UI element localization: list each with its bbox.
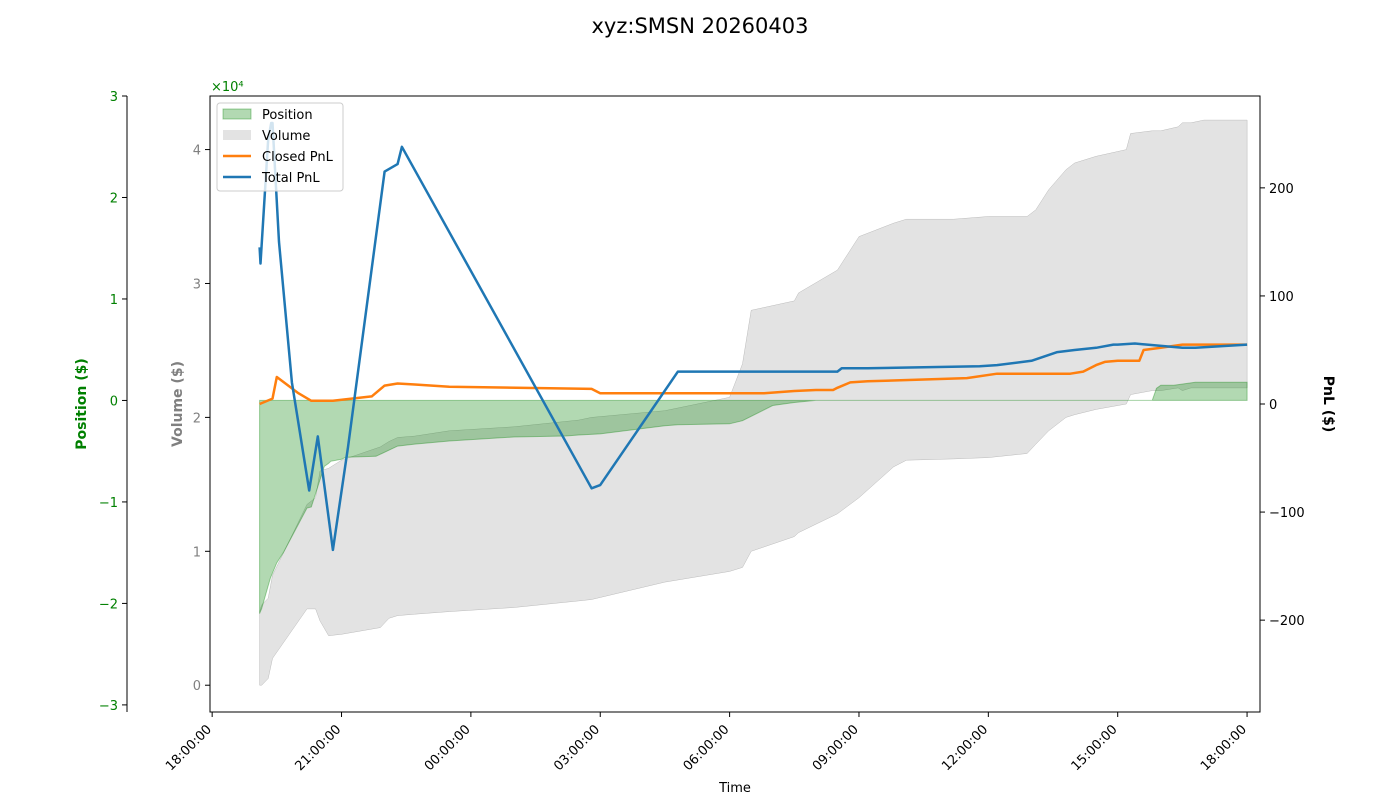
x-axis-label: Time xyxy=(718,781,751,796)
pnl-tick-label: −200 xyxy=(1269,614,1305,629)
legend-label-closed-pnl: Closed PnL xyxy=(262,150,334,165)
position-tick-label: −2 xyxy=(99,597,118,612)
x-tick-label: 12:00:00 xyxy=(939,722,991,774)
pnl-axis-label: PnL ($) xyxy=(1320,376,1336,433)
chart-title: xyz:SMSN 20260403 xyxy=(591,14,808,38)
position-tick-label: −3 xyxy=(99,699,118,714)
volume-tick-label: 3 xyxy=(193,277,201,292)
pnl-axis: −200 −100 0 100 200 xyxy=(1260,182,1305,629)
legend: Position Volume Closed PnL Total PnL xyxy=(217,103,343,191)
volume-axis-label: Volume ($) xyxy=(170,361,186,447)
volume-tick-label: 4 xyxy=(193,144,201,159)
legend-label-position: Position xyxy=(262,108,313,123)
volume-axis: 0 1 2 3 4 xyxy=(193,144,210,695)
position-axis: −3 −2 −1 0 1 2 3 xyxy=(99,90,127,714)
x-axis: 18:00:00 21:00:00 00:00:00 03:00:00 06:00:00… xyxy=(163,712,1250,774)
position-axis-label: Position ($) xyxy=(74,358,90,450)
legend-swatch-position xyxy=(223,109,251,119)
legend-swatch-volume xyxy=(223,130,251,140)
position-tick-label: −1 xyxy=(99,496,118,511)
legend-label-volume: Volume xyxy=(262,129,310,144)
position-tick-label: 3 xyxy=(110,90,118,105)
pnl-tick-label: 100 xyxy=(1269,290,1294,305)
x-tick-label: 18:00:00 xyxy=(1198,722,1250,774)
x-tick-label: 15:00:00 xyxy=(1069,722,1121,774)
x-tick-label: 00:00:00 xyxy=(422,722,474,774)
pnl-tick-label: 0 xyxy=(1269,398,1277,413)
plot-area xyxy=(210,96,1260,712)
legend-label-total-pnl: Total PnL xyxy=(261,171,320,186)
position-axis-multiplier: ×10⁴ xyxy=(211,80,244,95)
position-tick-label: 0 xyxy=(110,394,118,409)
x-tick-label: 03:00:00 xyxy=(551,722,603,774)
volume-tick-label: 0 xyxy=(193,679,201,694)
volume-tick-label: 1 xyxy=(193,545,201,560)
x-tick-label: 21:00:00 xyxy=(292,722,344,774)
pnl-tick-label: 200 xyxy=(1269,182,1294,197)
position-tick-label: 2 xyxy=(110,191,118,206)
pnl-tick-label: −100 xyxy=(1269,506,1305,521)
position-tick-label: 1 xyxy=(110,293,118,308)
x-tick-label: 18:00:00 xyxy=(163,722,215,774)
x-tick-label: 06:00:00 xyxy=(681,722,733,774)
x-tick-label: 09:00:00 xyxy=(810,722,862,774)
volume-tick-label: 2 xyxy=(193,411,201,426)
